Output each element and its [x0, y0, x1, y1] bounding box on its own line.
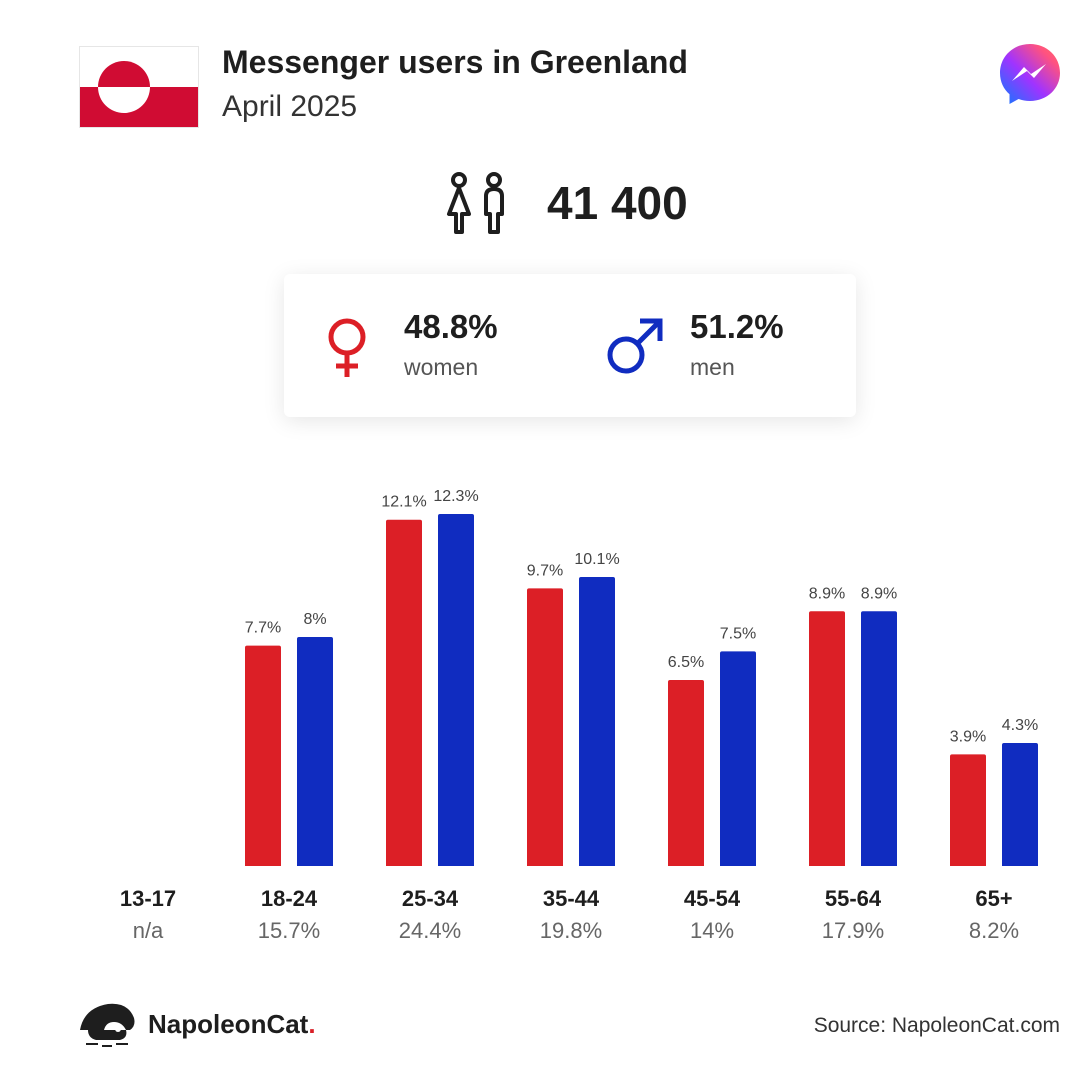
data-label-women-18-24: 7.7% — [245, 620, 281, 637]
data-label-men-25-34: 12.3% — [433, 488, 478, 505]
greenland-flag-icon — [79, 46, 199, 128]
bar-men-55-64 — [861, 611, 897, 866]
data-label-women-35-44: 9.7% — [527, 562, 563, 579]
total-users-value: 41 400 — [547, 177, 688, 229]
category-total-45-54: 14% — [690, 918, 734, 943]
category-total-13-17: n/a — [133, 918, 164, 943]
age-gender-bar-chart: 13-17 n/a 7.7% 8% 18-24 15.7% 12.1% 12.3% 25-34 2… — [120, 488, 1038, 943]
bar-women-18-24 — [245, 645, 281, 866]
bar-women-45-54 — [668, 679, 704, 866]
bar-men-25-34 — [438, 514, 474, 866]
data-label-men-65+: 4.3% — [1002, 717, 1038, 734]
category-label-25-34: 25-34 — [402, 886, 459, 911]
bar-men-18-24 — [297, 637, 333, 866]
messenger-logo-icon — [998, 42, 1062, 106]
people-icon — [447, 172, 504, 234]
bar-men-35-44 — [579, 576, 615, 866]
bar-women-35-44 — [527, 588, 563, 866]
data-label-women-45-54: 6.5% — [668, 654, 704, 671]
bar-men-65+ — [1002, 742, 1038, 866]
category-label-55-64: 55-64 — [825, 886, 882, 911]
men-percentage: 51.2% — [690, 308, 784, 345]
total-users: 41 400 — [443, 170, 688, 236]
women-label: women — [404, 354, 479, 380]
category-label-35-44: 35-44 — [543, 886, 600, 911]
source-text: Source: NapoleonCat.com — [813, 1014, 1060, 1037]
category-total-55-64: 17.9% — [822, 918, 884, 943]
bar-women-65+ — [950, 754, 986, 866]
male-symbol-icon — [607, 318, 663, 374]
brand-name: NapoleonCat — [148, 1008, 309, 1039]
category-label-45-54: 45-54 — [684, 886, 741, 911]
category-total-18-24: 15.7% — [258, 918, 320, 943]
women-percentage: 48.8% — [404, 308, 498, 345]
data-label-men-35-44: 10.1% — [574, 551, 619, 568]
data-label-women-25-34: 12.1% — [381, 494, 426, 511]
category-total-65+: 8.2% — [969, 918, 1019, 943]
female-symbol-icon — [328, 318, 366, 377]
gender-summary-card: 48.8% women 51.2% men — [284, 274, 856, 417]
napoleoncat-logo-icon — [80, 1003, 135, 1047]
data-label-men-55-64: 8.9% — [861, 585, 897, 602]
category-label-18-24: 18-24 — [261, 886, 318, 911]
data-label-men-18-24: 8% — [303, 611, 326, 628]
bar-women-25-34 — [386, 519, 422, 866]
page-title: Messenger users in Greenland — [222, 44, 688, 80]
page-subtitle: April 2025 — [222, 90, 358, 123]
bar-men-45-54 — [720, 651, 756, 866]
category-label-65+: 65+ — [975, 886, 1012, 911]
bar-women-55-64 — [809, 611, 845, 866]
men-label: men — [690, 354, 735, 380]
category-total-25-34: 24.4% — [399, 918, 461, 943]
category-total-35-44: 19.8% — [540, 918, 602, 943]
napoleoncat-logo: NapoleonCat. — [78, 1000, 316, 1048]
data-label-men-45-54: 7.5% — [720, 625, 756, 642]
category-label-13-17: 13-17 — [120, 886, 176, 911]
data-label-women-55-64: 8.9% — [809, 585, 845, 602]
data-label-women-65+: 3.9% — [950, 728, 986, 745]
brand-dot: . — [308, 1008, 316, 1039]
